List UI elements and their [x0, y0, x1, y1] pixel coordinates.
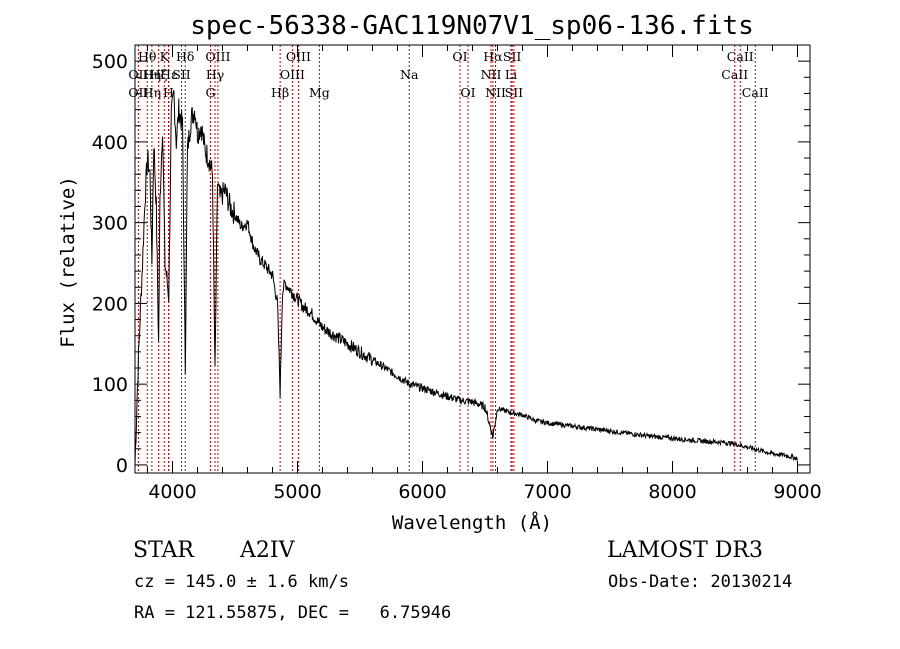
line-label: H — [163, 85, 174, 100]
emission-line-markers — [137, 45, 756, 473]
x-tick-label: 4000 — [148, 481, 196, 503]
line-label: Li — [505, 67, 517, 82]
line-label: SII — [503, 49, 522, 64]
line-label: CaII — [721, 67, 748, 82]
redshift-value: cz = 145.0 ± 1.6 km/s — [134, 572, 349, 592]
y-tick-label: 500 — [92, 51, 128, 73]
plot-area — [134, 89, 798, 466]
coordinates: RA = 121.55875, DEC = 6.75946 — [134, 603, 452, 623]
object-type: STAR — [133, 538, 194, 563]
line-label: OII — [128, 67, 148, 82]
spectrum-line — [134, 89, 798, 466]
line-label: Na — [400, 67, 419, 82]
spectrum-chart: spec-56338-GAC119N07V1_sp06-136.fits 400… — [57, 11, 822, 534]
x-tick-label: 9000 — [773, 481, 821, 503]
line-label: Hδ — [176, 49, 194, 64]
plot-frame — [134, 44, 811, 474]
line-label: G — [206, 85, 216, 100]
line-label: NII — [485, 85, 506, 100]
x-tick-label: 6000 — [398, 481, 446, 503]
x-axis: 4000 5000 6000 7000 8000 9000 — [147, 45, 822, 503]
line-label: OIII — [286, 49, 311, 64]
x-axis-label: Wavelength (Å) — [392, 511, 552, 534]
chart-title: spec-56338-GAC119N07V1_sp06-136.fits — [190, 11, 754, 41]
y-tick-label: 400 — [92, 132, 128, 154]
line-label: OII — [128, 85, 148, 100]
y-axis-label: Flux (relative) — [57, 176, 79, 348]
line-label: SII — [505, 85, 524, 100]
line-label: Mg — [309, 85, 330, 100]
x-tick-label: 7000 — [523, 481, 571, 503]
line-label: NII — [481, 67, 502, 82]
line-label: Hη — [143, 67, 161, 82]
observation-date: Obs-Date: 20130214 — [608, 572, 793, 592]
x-tick-label: 8000 — [648, 481, 696, 503]
line-label: Hα — [483, 49, 503, 64]
y-axis: 0 100 200 300 400 500 — [92, 51, 810, 477]
line-label: K — [160, 49, 170, 64]
y-tick-label: 300 — [92, 213, 128, 235]
line-label: CaII — [727, 49, 754, 64]
line-label: SII — [172, 67, 191, 82]
object-subclass: A2IV — [240, 538, 295, 563]
line-label: OIII — [205, 49, 230, 64]
line-label: Hε — [160, 67, 177, 82]
line-label: Hγ — [206, 67, 224, 82]
line-label: OIII — [280, 67, 305, 82]
line-label: Hη — [143, 85, 161, 100]
y-tick-label: 0 — [116, 455, 128, 477]
line-label: Hθ — [138, 49, 156, 64]
y-tick-label: 200 — [92, 293, 128, 315]
survey-name: LAMOST DR3 — [607, 538, 763, 563]
line-label: Hζ — [150, 67, 168, 82]
line-label: CaII — [742, 85, 769, 100]
x-tick-label: 5000 — [273, 481, 321, 503]
line-label: Hβ — [271, 85, 289, 100]
line-label: OI — [452, 49, 467, 64]
line-label: OI — [460, 85, 475, 100]
y-tick-label: 100 — [92, 374, 128, 396]
